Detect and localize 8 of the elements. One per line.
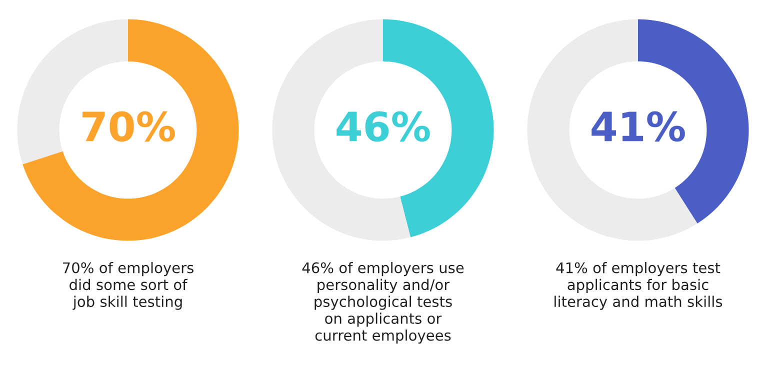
text: 46% of employers use personality and/or psychological tests on applicants or current employees bbox=[302, 262, 464, 344]
text: 70% of employers did some sort of job skill testing bbox=[63, 262, 194, 310]
data-label: 46% bbox=[336, 111, 430, 142]
donut-slice bbox=[22, 19, 239, 241]
text: 41% of employers test applicants for basic literacy and math skills bbox=[554, 262, 722, 310]
data-label: 41% bbox=[592, 111, 685, 142]
data-label: 70% bbox=[82, 111, 175, 142]
donut-slice bbox=[527, 19, 698, 241]
